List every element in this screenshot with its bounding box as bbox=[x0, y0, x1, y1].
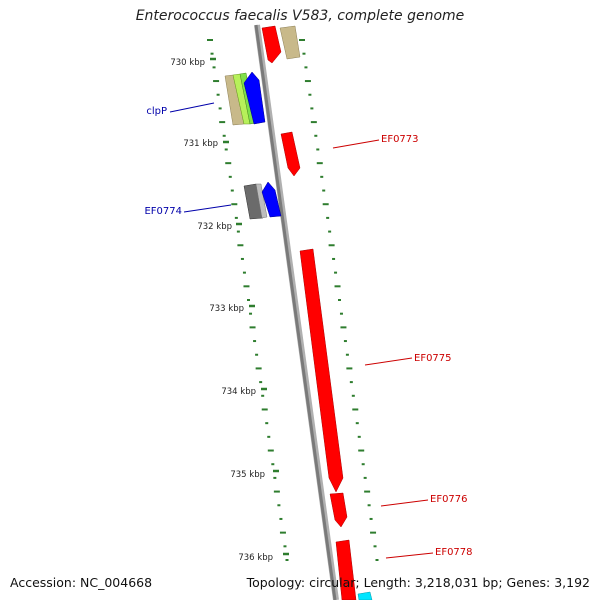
gc-content-track-left bbox=[207, 39, 289, 561]
tick-label-734: 734 kbp bbox=[221, 387, 256, 397]
gene-top-red[interactable] bbox=[261, 25, 282, 64]
tick-marks bbox=[210, 57, 289, 556]
gene-top-tan[interactable] bbox=[279, 25, 301, 60]
tick-label-730: 730 kbp bbox=[170, 58, 205, 68]
gc-skew-track-right bbox=[299, 39, 379, 561]
leader-ef0775 bbox=[364, 357, 413, 366]
accession-text: Accession: NC_004668 bbox=[10, 575, 153, 590]
gene-bottom-cyan[interactable] bbox=[357, 591, 373, 600]
genome-backbone bbox=[254, 24, 339, 600]
tick-labels: 730 kbp 731 kbp 732 kbp 733 kbp 734 kbp … bbox=[170, 58, 273, 563]
tick-label-733: 733 kbp bbox=[209, 304, 244, 314]
gene-ef0778[interactable] bbox=[335, 539, 357, 600]
gene-label-ef0776[interactable]: EF0776 bbox=[430, 494, 468, 505]
label-leaders bbox=[169, 102, 434, 559]
gene-features bbox=[224, 25, 373, 600]
genome-title: Enterococcus faecalis V583, complete gen… bbox=[135, 8, 465, 24]
gene-label-clpp[interactable]: clpP bbox=[146, 106, 167, 117]
leader-ef0774 bbox=[183, 204, 232, 213]
gene-label-ef0774[interactable]: EF0774 bbox=[144, 206, 182, 217]
tick-label-732: 732 kbp bbox=[197, 222, 232, 232]
gene-ef0774[interactable] bbox=[261, 181, 282, 218]
leader-ef0778 bbox=[385, 552, 434, 559]
leader-ef0776 bbox=[380, 499, 429, 507]
gene-label-ef0778[interactable]: EF0778 bbox=[435, 547, 473, 558]
gene-ef0773[interactable] bbox=[280, 131, 301, 177]
genome-summary-text: Topology: circular; Length: 3,218,031 bp… bbox=[246, 575, 590, 590]
leader-ef0773 bbox=[332, 139, 380, 149]
leader-clpp bbox=[169, 102, 215, 113]
gene-ef0774-neighbor-light[interactable] bbox=[255, 183, 268, 219]
tick-label-736: 736 kbp bbox=[238, 553, 273, 563]
gene-ef0776[interactable] bbox=[329, 492, 348, 528]
tick-label-735: 735 kbp bbox=[230, 470, 265, 480]
gene-label-ef0775[interactable]: EF0775 bbox=[414, 353, 452, 364]
gene-label-ef0773[interactable]: EF0773 bbox=[381, 134, 419, 145]
gene-clpp[interactable] bbox=[243, 71, 266, 125]
tick-label-731: 731 kbp bbox=[183, 139, 218, 149]
gene-ef0775[interactable] bbox=[299, 248, 344, 493]
gene-labels: clpP EF0773 EF0774 EF0775 EF0776 EF0778 bbox=[144, 106, 472, 558]
